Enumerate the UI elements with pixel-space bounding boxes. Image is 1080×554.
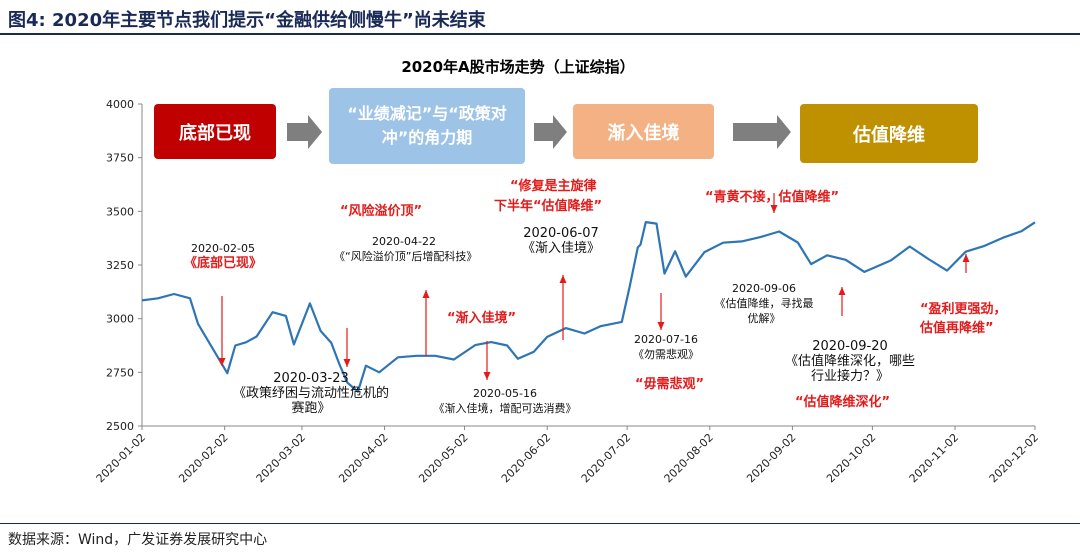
red-label-gap-valuation: “青黄不接，估值降维” [705,190,840,205]
red-label-no-pessimism: “毋需悲观” [635,377,705,392]
title-rule [0,33,1080,35]
red-label-getting-better: “渐入佳境” [447,311,517,326]
annotation-0323: 2020-03-23 《政策纾困与流动性危机的赛跑》 [232,371,390,416]
stage-arrows [287,115,791,149]
y-tick-label: 3250 [106,259,134,272]
annotation-arrow-head [483,372,491,380]
annotation-date: 2020-03-23 [273,371,349,386]
series-line-shanghai-composite [141,221,1036,393]
x-tick-label: 2020-03-02 [254,431,308,485]
annotation-date: 2020-05-16 [473,387,537,400]
red-label-repair-theme: “修复是主旋律 [510,179,597,194]
red-label-valuation-deepen: “估值降维深化” [795,395,891,410]
y-tick-label: 3000 [106,313,134,326]
stage-label-4: 估值降维 [853,124,925,146]
annotation-text: 《估值降维，寻找最优解》 [714,297,814,325]
annotation-text: 《渐入佳境》 [521,241,600,256]
stage-arrow [287,115,322,149]
annotation-0716: 2020-07-16 《勿需悲观》 [628,332,704,362]
figure-number: 图4: [8,10,46,31]
annotation-text: 《渐入佳境，增配可选消费》 [433,402,577,415]
annotation-text: 《勿需悲观》 [633,348,699,361]
red-label-risk-premium-top: “风险溢价顶” [340,204,423,219]
stage-label-2: “业绩减记”与“政策对冲”的角力期 [347,104,507,147]
x-tick-label: 2020-10-02 [824,431,878,485]
annotation-arrow-head [218,358,226,366]
annotation-text: 《“风险溢价顶”后增配科技》 [334,250,478,263]
stage-arrow [733,115,791,149]
x-tick-label: 2020-12-02 [987,431,1041,485]
x-tick-label: 2020-05-02 [416,431,470,485]
annotation-text: 《底部已现》 [183,256,262,271]
annotation-arrow-head [559,275,567,283]
annotation-0422: 2020-04-22 《“风险溢价顶”后增配科技》 [334,234,478,264]
annotation-text: 《政策纾困与流动性危机的赛跑》 [232,386,389,416]
stage-label-1: 底部已现 [179,122,251,144]
stage-box-3: 渐入佳境 [573,104,714,159]
annotation-arrow-head [657,322,665,330]
red-label-valuation-reduce-h2: 下半年“估值降维” [494,199,603,214]
annotation-date: 2020-06-07 [523,226,599,241]
x-ticks: 2020-01-02 2020-02-02 2020-03-02 2020-04-02… [94,426,1041,485]
stage-box-4: 估值降维 [800,104,978,163]
annotation-arrow-head [343,359,351,367]
source-rule [0,523,1080,524]
red-label-earnings-stronger: “盈利更强劲， [920,302,1007,317]
annotation-date: 2020-09-06 [732,282,796,295]
x-tick-label: 2020-01-02 [94,431,148,485]
x-tick-label: 2020-02-02 [176,431,230,485]
annotation-date: 2020-07-16 [634,333,698,346]
y-tick-label: 4000 [106,98,134,111]
figure-title: 图4: 2020年主要节点我们提示“金融供给侧慢牛”尚未结束 [8,6,486,32]
source-note: 数据来源：Wind，广发证券发展研究中心 [8,532,268,548]
annotation-0205: 2020-02-05 《底部已现》 [170,241,276,271]
x-tick-label: 2020-11-02 [907,431,961,485]
annotation-0906: 2020-09-06 《估值降维，寻找最优解》 [714,281,814,326]
annotation-date: 2020-04-22 [372,235,436,248]
annotation-0920: 2020-09-20 《估值降维深化，哪些行业接力？》 [780,339,920,384]
y-tick-label: 2750 [106,366,134,379]
annotation-text: 《估值降维深化，哪些行业接力？》 [784,354,915,384]
y-ticks: 2500 2750 3000 3250 3500 3750 4000 [106,98,142,433]
annotation-arrow-head [422,290,430,298]
y-tick-label: 2500 [106,420,134,433]
x-tick-label: 2020-08-02 [662,431,716,485]
annotation-arrows [218,193,970,380]
stage-label-3: 渐入佳境 [607,122,680,144]
x-tick-label: 2020-06-02 [499,431,553,485]
annotation-arrow-head [838,287,846,295]
red-label-valuation-reduce-again: 估值再降维” [920,321,994,336]
chart-title: 2020年A股市场走势（上证综指） [401,58,634,76]
stage-arrow [534,115,567,149]
stage-box-2: “业绩减记”与“政策对冲”的角力期 [329,88,525,164]
x-tick-label: 2020-04-02 [336,431,390,485]
stage-box-1: 底部已现 [154,104,276,159]
figure-title-text: 2020年主要节点我们提示“金融供给侧慢牛”尚未结束 [52,10,486,31]
x-tick-label: 2020-09-02 [744,431,798,485]
y-tick-label: 3750 [106,152,134,165]
x-tick-label: 2020-07-02 [579,431,633,485]
annotation-date: 2020-02-05 [191,242,255,255]
annotation-arrow-head [770,205,778,213]
annotation-0516: 2020-05-16 《渐入佳境，增配可选消费》 [410,386,600,416]
y-tick-label: 3500 [106,205,134,218]
annotation-arrow-head [962,254,970,262]
annotation-date: 2020-09-20 [812,339,888,354]
annotation-0607: 2020-06-07 《渐入佳境》 [506,226,616,256]
